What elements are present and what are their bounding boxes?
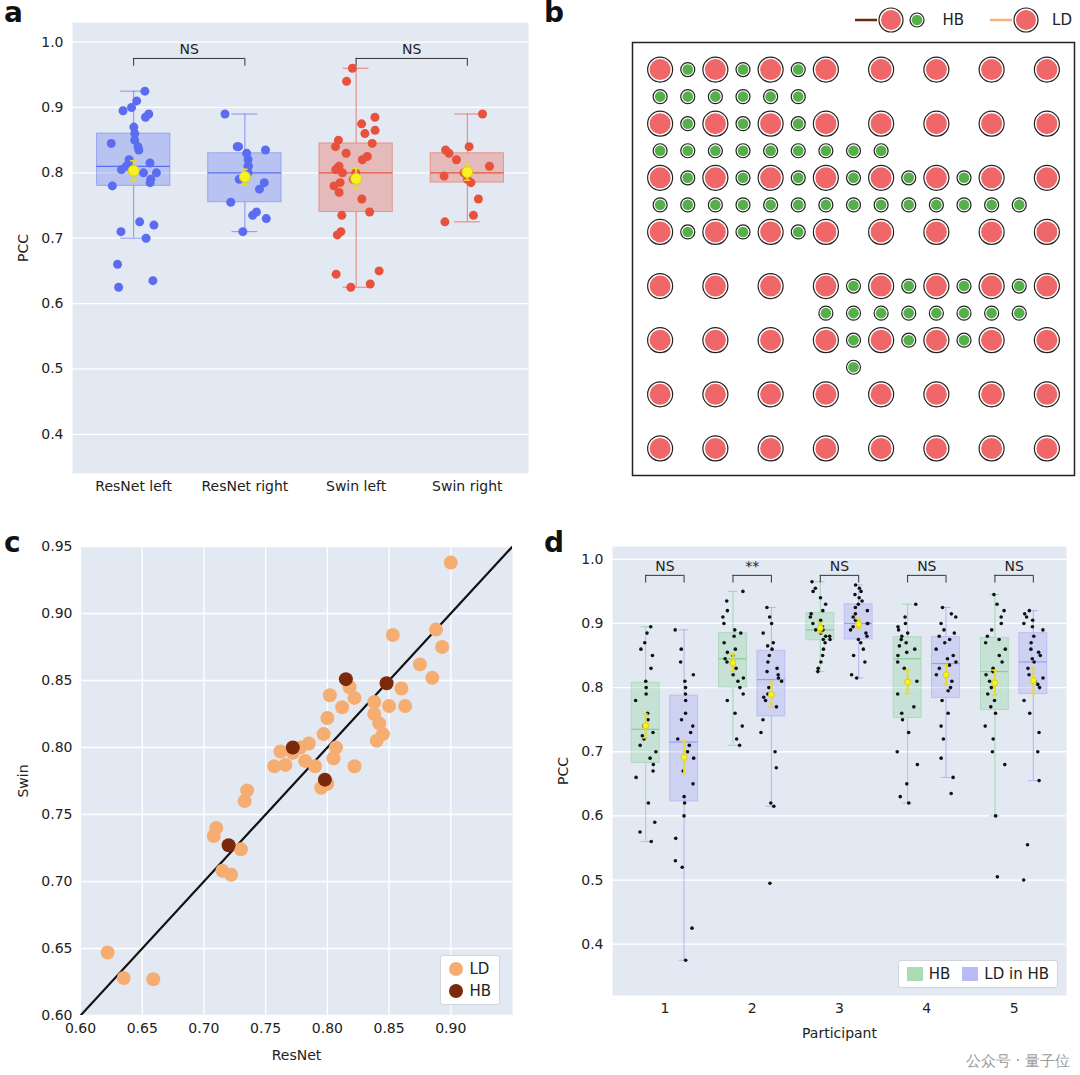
svg-text:0.75: 0.75 [250,1020,281,1036]
svg-text:Swin: Swin [15,764,31,797]
svg-text:ResNet: ResNet [272,1047,322,1063]
svg-text:0.80: 0.80 [312,1020,343,1036]
svg-text:1.0: 1.0 [41,34,63,50]
svg-text:0.4: 0.4 [581,936,603,952]
svg-text:0.85: 0.85 [373,1020,404,1036]
svg-text:0.75: 0.75 [41,806,72,822]
svg-text:NS: NS [1004,558,1023,574]
svg-text:0.90: 0.90 [41,605,72,621]
html-text:HB: HB [942,11,965,29]
html-text:c: c [4,526,21,559]
svg-text:0.8: 0.8 [41,164,63,180]
svg-text:PCC: PCC [15,234,31,262]
svg-text:0.70: 0.70 [41,873,72,889]
svg-text:PCC: PCC [555,757,571,785]
html-text:LD: LD [469,960,490,978]
svg-text:0.5: 0.5 [41,360,63,376]
svg-text:2: 2 [748,1000,757,1016]
svg-text:NS: NS [830,558,849,574]
html-text:LD: LD [1052,11,1072,29]
svg-text:0.80: 0.80 [41,739,72,755]
svg-text:0.60: 0.60 [41,1007,73,1023]
svg-text:ResNet left: ResNet left [95,478,172,494]
svg-text:0.65: 0.65 [41,940,72,956]
svg-text:5: 5 [1010,1000,1019,1016]
svg-text:Participant: Participant [802,1025,877,1041]
svg-text:Swin right: Swin right [432,478,503,494]
html-text:公众号 · 量子位: 公众号 · 量子位 [965,1052,1070,1070]
svg-text:0.5: 0.5 [581,872,603,888]
svg-text:NS: NS [655,558,674,574]
svg-text:4: 4 [922,1000,931,1016]
svg-text:0.85: 0.85 [41,672,72,688]
svg-text:0.6: 0.6 [41,295,63,311]
svg-text:0.6: 0.6 [581,807,603,823]
svg-text:Swin left: Swin left [326,478,387,494]
html-text:HB: HB [469,982,491,1000]
svg-text:1: 1 [660,1000,669,1016]
svg-text:0.8: 0.8 [581,679,603,695]
svg-text:**: ** [745,558,759,574]
svg-text:NS: NS [180,41,199,57]
svg-text:0.65: 0.65 [127,1020,158,1036]
svg-text:3: 3 [835,1000,844,1016]
svg-text:0.95: 0.95 [41,538,72,554]
svg-text:0.7: 0.7 [581,743,603,759]
html-text:LD in HB: LD in HB [984,965,1049,983]
html-text:d: d [544,526,564,559]
html-text:HB: HB [928,965,951,983]
svg-text:ResNet right: ResNet right [201,478,288,494]
svg-text:NS: NS [402,41,421,57]
svg-text:0.90: 0.90 [435,1020,466,1036]
svg-text:0.7: 0.7 [41,230,63,246]
svg-text:1.0: 1.0 [581,551,603,567]
svg-text:0.9: 0.9 [581,615,603,631]
svg-text:NS: NS [917,558,936,574]
svg-text:0.9: 0.9 [41,99,63,115]
svg-text:0.4: 0.4 [41,426,63,442]
svg-text:0.60: 0.60 [65,1020,96,1036]
svg-text:0.70: 0.70 [188,1020,219,1036]
